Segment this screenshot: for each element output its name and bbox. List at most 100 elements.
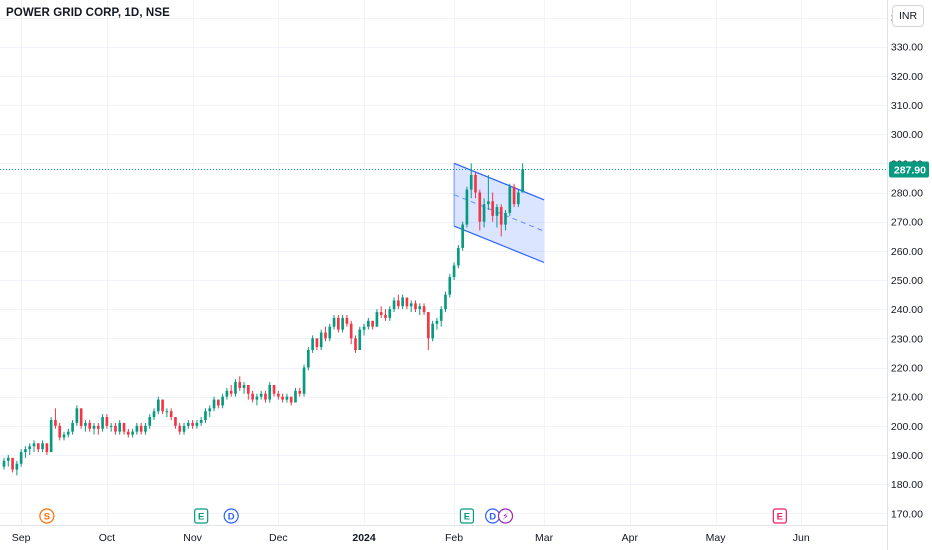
event-marker-letter: E <box>464 512 470 523</box>
dividend-event-marker[interactable] <box>223 508 239 524</box>
candle-body <box>92 425 96 429</box>
candle-body <box>41 443 44 450</box>
candle-body <box>242 385 246 388</box>
candle-body <box>24 449 27 453</box>
candle-body <box>62 434 66 438</box>
candle-body <box>88 422 92 429</box>
candle-body <box>148 417 152 426</box>
candle-body <box>246 385 250 394</box>
event-marker-letter: ⚡ <box>502 512 509 523</box>
time-tick-label: 2024 <box>352 532 376 544</box>
candle-body <box>126 431 130 435</box>
candle-body <box>332 317 336 327</box>
time-tick-label: Nov <box>183 532 202 544</box>
candle-body <box>499 207 503 225</box>
candle-body <box>199 420 203 423</box>
candle-body <box>212 399 216 409</box>
last-price-badge <box>889 161 929 178</box>
price-tick-label: 330.00 <box>891 42 923 54</box>
candle-body <box>195 422 199 426</box>
time-tick-label: May <box>706 532 727 544</box>
candle-body <box>315 338 319 348</box>
candle-body <box>491 201 494 216</box>
candle-body <box>225 390 229 397</box>
event-marker-letter: E <box>777 512 783 523</box>
candle-body <box>414 303 417 310</box>
candle-body <box>272 385 276 394</box>
candle-body <box>259 393 263 397</box>
candle-body <box>165 411 169 413</box>
candle-body <box>84 422 87 426</box>
candle-body <box>161 399 164 412</box>
price-axis[interactable]: 170.00 180.00 190.00 200.00 210.00 220.00 230.… <box>889 13 929 521</box>
candle-body <box>358 329 362 350</box>
candle-body <box>371 320 374 327</box>
candle-body <box>216 399 220 406</box>
candle-body <box>66 431 70 435</box>
time-axis[interactable]: Sep Oct Nov Dec 2024 Feb Mar Apr May Jun <box>12 532 810 544</box>
news-event-marker[interactable] <box>497 508 514 524</box>
candle-body <box>422 306 426 313</box>
price-tick-label: 310.00 <box>891 100 923 112</box>
candle-body <box>109 425 113 427</box>
candle-body <box>268 385 272 400</box>
price-tick-label: 280.00 <box>891 188 923 200</box>
candle-body <box>238 382 242 388</box>
candle-body <box>367 320 370 327</box>
candle-body <box>324 332 327 339</box>
earnings-event-marker[interactable] <box>194 508 209 524</box>
candle-body <box>32 443 36 447</box>
event-markers[interactable]: S E D E D ⚡ E <box>39 508 787 524</box>
candle-body <box>11 457 14 470</box>
candle-body <box>362 326 366 330</box>
split-event-marker[interactable] <box>39 508 55 524</box>
future-earnings-event-marker[interactable] <box>772 508 787 524</box>
candle-body <box>131 431 134 435</box>
candle-body <box>298 390 302 394</box>
candle-body <box>251 393 254 400</box>
candle-body <box>285 396 289 400</box>
event-marker-letter: D <box>228 512 235 523</box>
candle-body <box>122 422 126 432</box>
candle-body <box>517 192 520 205</box>
candle-body <box>229 390 233 394</box>
channel-lower-line[interactable] <box>453 225 545 264</box>
candle-body <box>6 457 10 461</box>
candle-body <box>302 367 306 394</box>
price-tick-label: 250.00 <box>891 275 923 287</box>
candle-body <box>28 446 32 450</box>
price-tick-label: 260.00 <box>891 246 923 258</box>
candle-body <box>482 204 486 222</box>
candle-body <box>384 315 387 318</box>
channel-upper-line[interactable] <box>453 162 545 201</box>
price-tick-label: 200.00 <box>891 421 923 433</box>
currency-button[interactable]: INR <box>892 5 924 27</box>
candle-body <box>221 396 224 406</box>
candle-body <box>79 408 83 426</box>
candle-body <box>19 452 23 464</box>
candle-body <box>54 420 57 426</box>
price-tick-label: 320.00 <box>891 71 923 83</box>
time-tick-label: Feb <box>445 532 463 544</box>
price-tick-label: 270.00 <box>891 217 923 229</box>
candle-body <box>345 317 349 324</box>
candle-body <box>401 297 404 307</box>
earnings-event-marker[interactable] <box>459 508 475 524</box>
candle-body <box>307 350 310 368</box>
candle-body <box>439 309 443 321</box>
candle-body <box>152 411 156 418</box>
candle-body <box>444 294 447 310</box>
channel-midline <box>453 194 545 232</box>
event-marker-letter: E <box>198 512 204 523</box>
candle-body <box>174 417 177 426</box>
price-tick-label: 190.00 <box>891 450 923 462</box>
candle-body <box>204 411 207 420</box>
candle-body <box>319 332 323 348</box>
candle-body <box>49 420 53 453</box>
candle-body <box>71 422 74 432</box>
candlestick-series <box>2 163 524 476</box>
last-price-label: 287.90 <box>894 164 926 176</box>
candle-body <box>457 247 460 266</box>
price-tick-label: 230.00 <box>891 333 923 345</box>
